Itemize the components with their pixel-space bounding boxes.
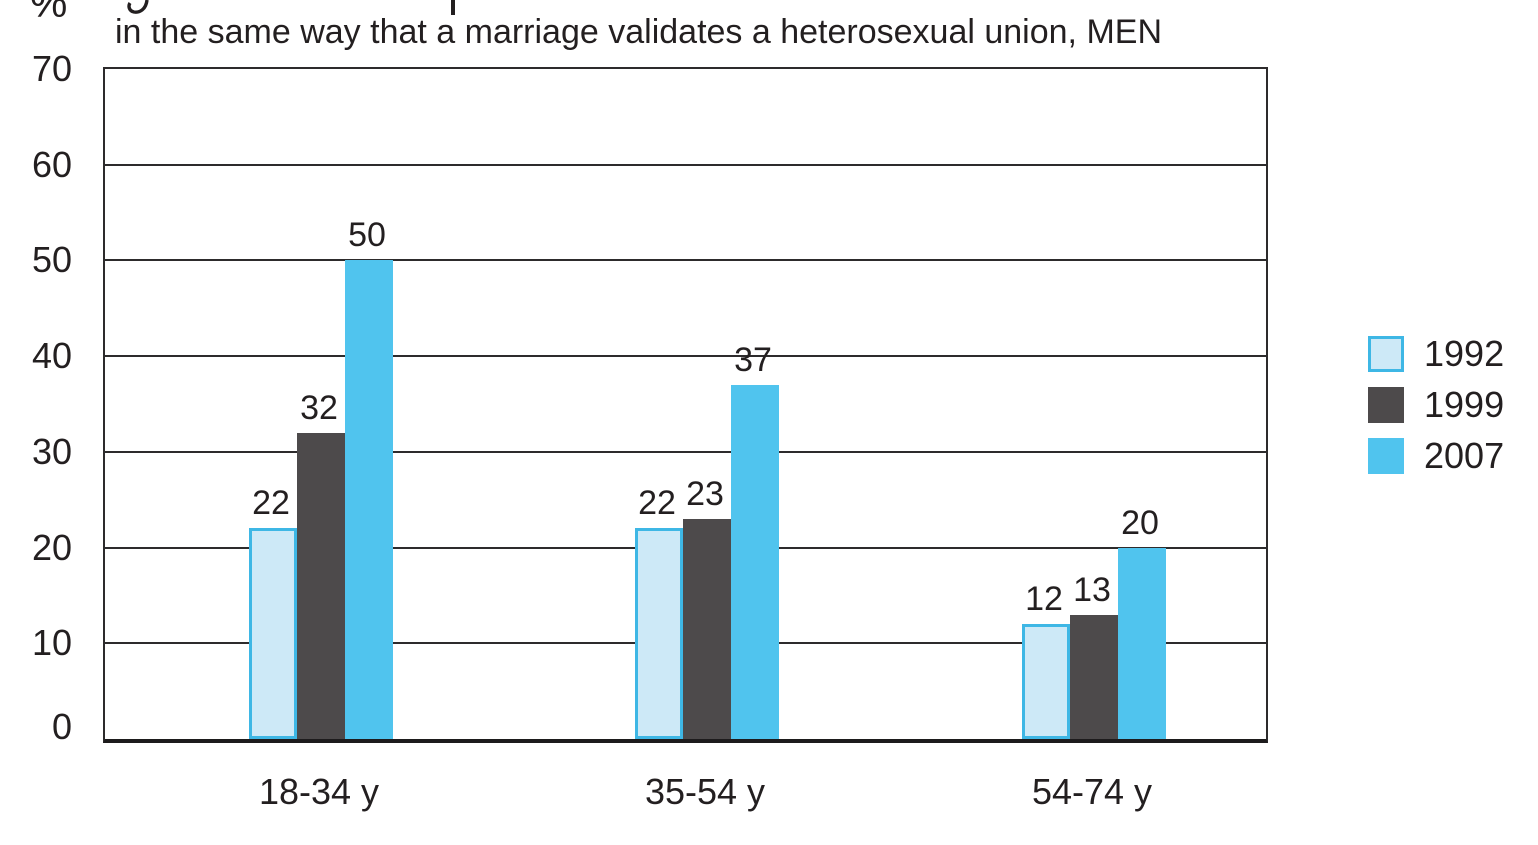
y-tick-label-70: 70	[31, 48, 72, 89]
y-tick-label-10: 10	[31, 622, 72, 664]
legend-row-2007: 2007	[1368, 437, 1504, 474]
bar-1992-18-34y	[249, 528, 297, 739]
bar-1992-35-54y	[635, 528, 683, 739]
bar-value-label: 37	[734, 340, 772, 379]
g-descender-fragment	[127, 0, 149, 14]
gridline-30	[105, 450, 1266, 453]
bar-2007-35-54y	[731, 384, 779, 739]
bar-1999-54-74y	[1070, 614, 1118, 739]
bar-value-label: 50	[348, 216, 386, 255]
y-axis-unit-label: %	[30, 0, 68, 26]
plot-area	[103, 67, 1268, 743]
chart-title: in the same way that a marriage validate…	[115, 13, 1162, 51]
bar-value-label: 23	[686, 474, 724, 513]
gridline-40	[105, 355, 1266, 358]
bar-1999-35-54y	[683, 518, 731, 739]
x-category-label-1: 18-34 y	[258, 771, 380, 812]
legend-row-1992: 1992	[1368, 335, 1504, 372]
legend-row-1999: 1999	[1368, 386, 1504, 423]
bar-value-label: 22	[638, 484, 676, 523]
legend-label-2007: 2007	[1424, 434, 1505, 476]
gridline-50	[105, 259, 1266, 262]
bar-2007-18-34y	[345, 260, 393, 739]
y-tick-label-20: 20	[31, 526, 72, 568]
p-descender-fragment	[451, 0, 455, 15]
bar-value-label: 12	[1025, 580, 1063, 619]
y-tick-label-30: 30	[31, 430, 72, 472]
legend-swatch-1992	[1368, 335, 1404, 372]
legend-swatch-1999	[1368, 386, 1404, 423]
bar-value-label: 13	[1073, 570, 1111, 609]
legend-label-1992: 1992	[1424, 332, 1505, 374]
x-category-label-3: 54-74 y	[1031, 771, 1153, 812]
bar-1999-18-34y	[297, 432, 345, 739]
bar-value-label: 22	[252, 484, 290, 523]
y-tick-label-60: 60	[31, 143, 72, 185]
bar-value-label: 32	[300, 388, 338, 427]
legend-swatch-2007	[1368, 437, 1404, 474]
bar-1992-54-74y	[1022, 624, 1070, 739]
x-category-label-2: 35-54 y	[644, 771, 766, 812]
y-tick-label-0: 0	[51, 706, 72, 747]
bar-value-label: 20	[1121, 503, 1159, 542]
y-tick-label-40: 40	[31, 335, 72, 377]
gridline-60	[105, 163, 1266, 166]
y-tick-label-50: 50	[31, 239, 72, 281]
legend-label-1999: 1999	[1424, 383, 1505, 425]
legend: 1992 1999 2007	[1368, 335, 1504, 488]
bar-2007-54-74y	[1118, 547, 1166, 739]
